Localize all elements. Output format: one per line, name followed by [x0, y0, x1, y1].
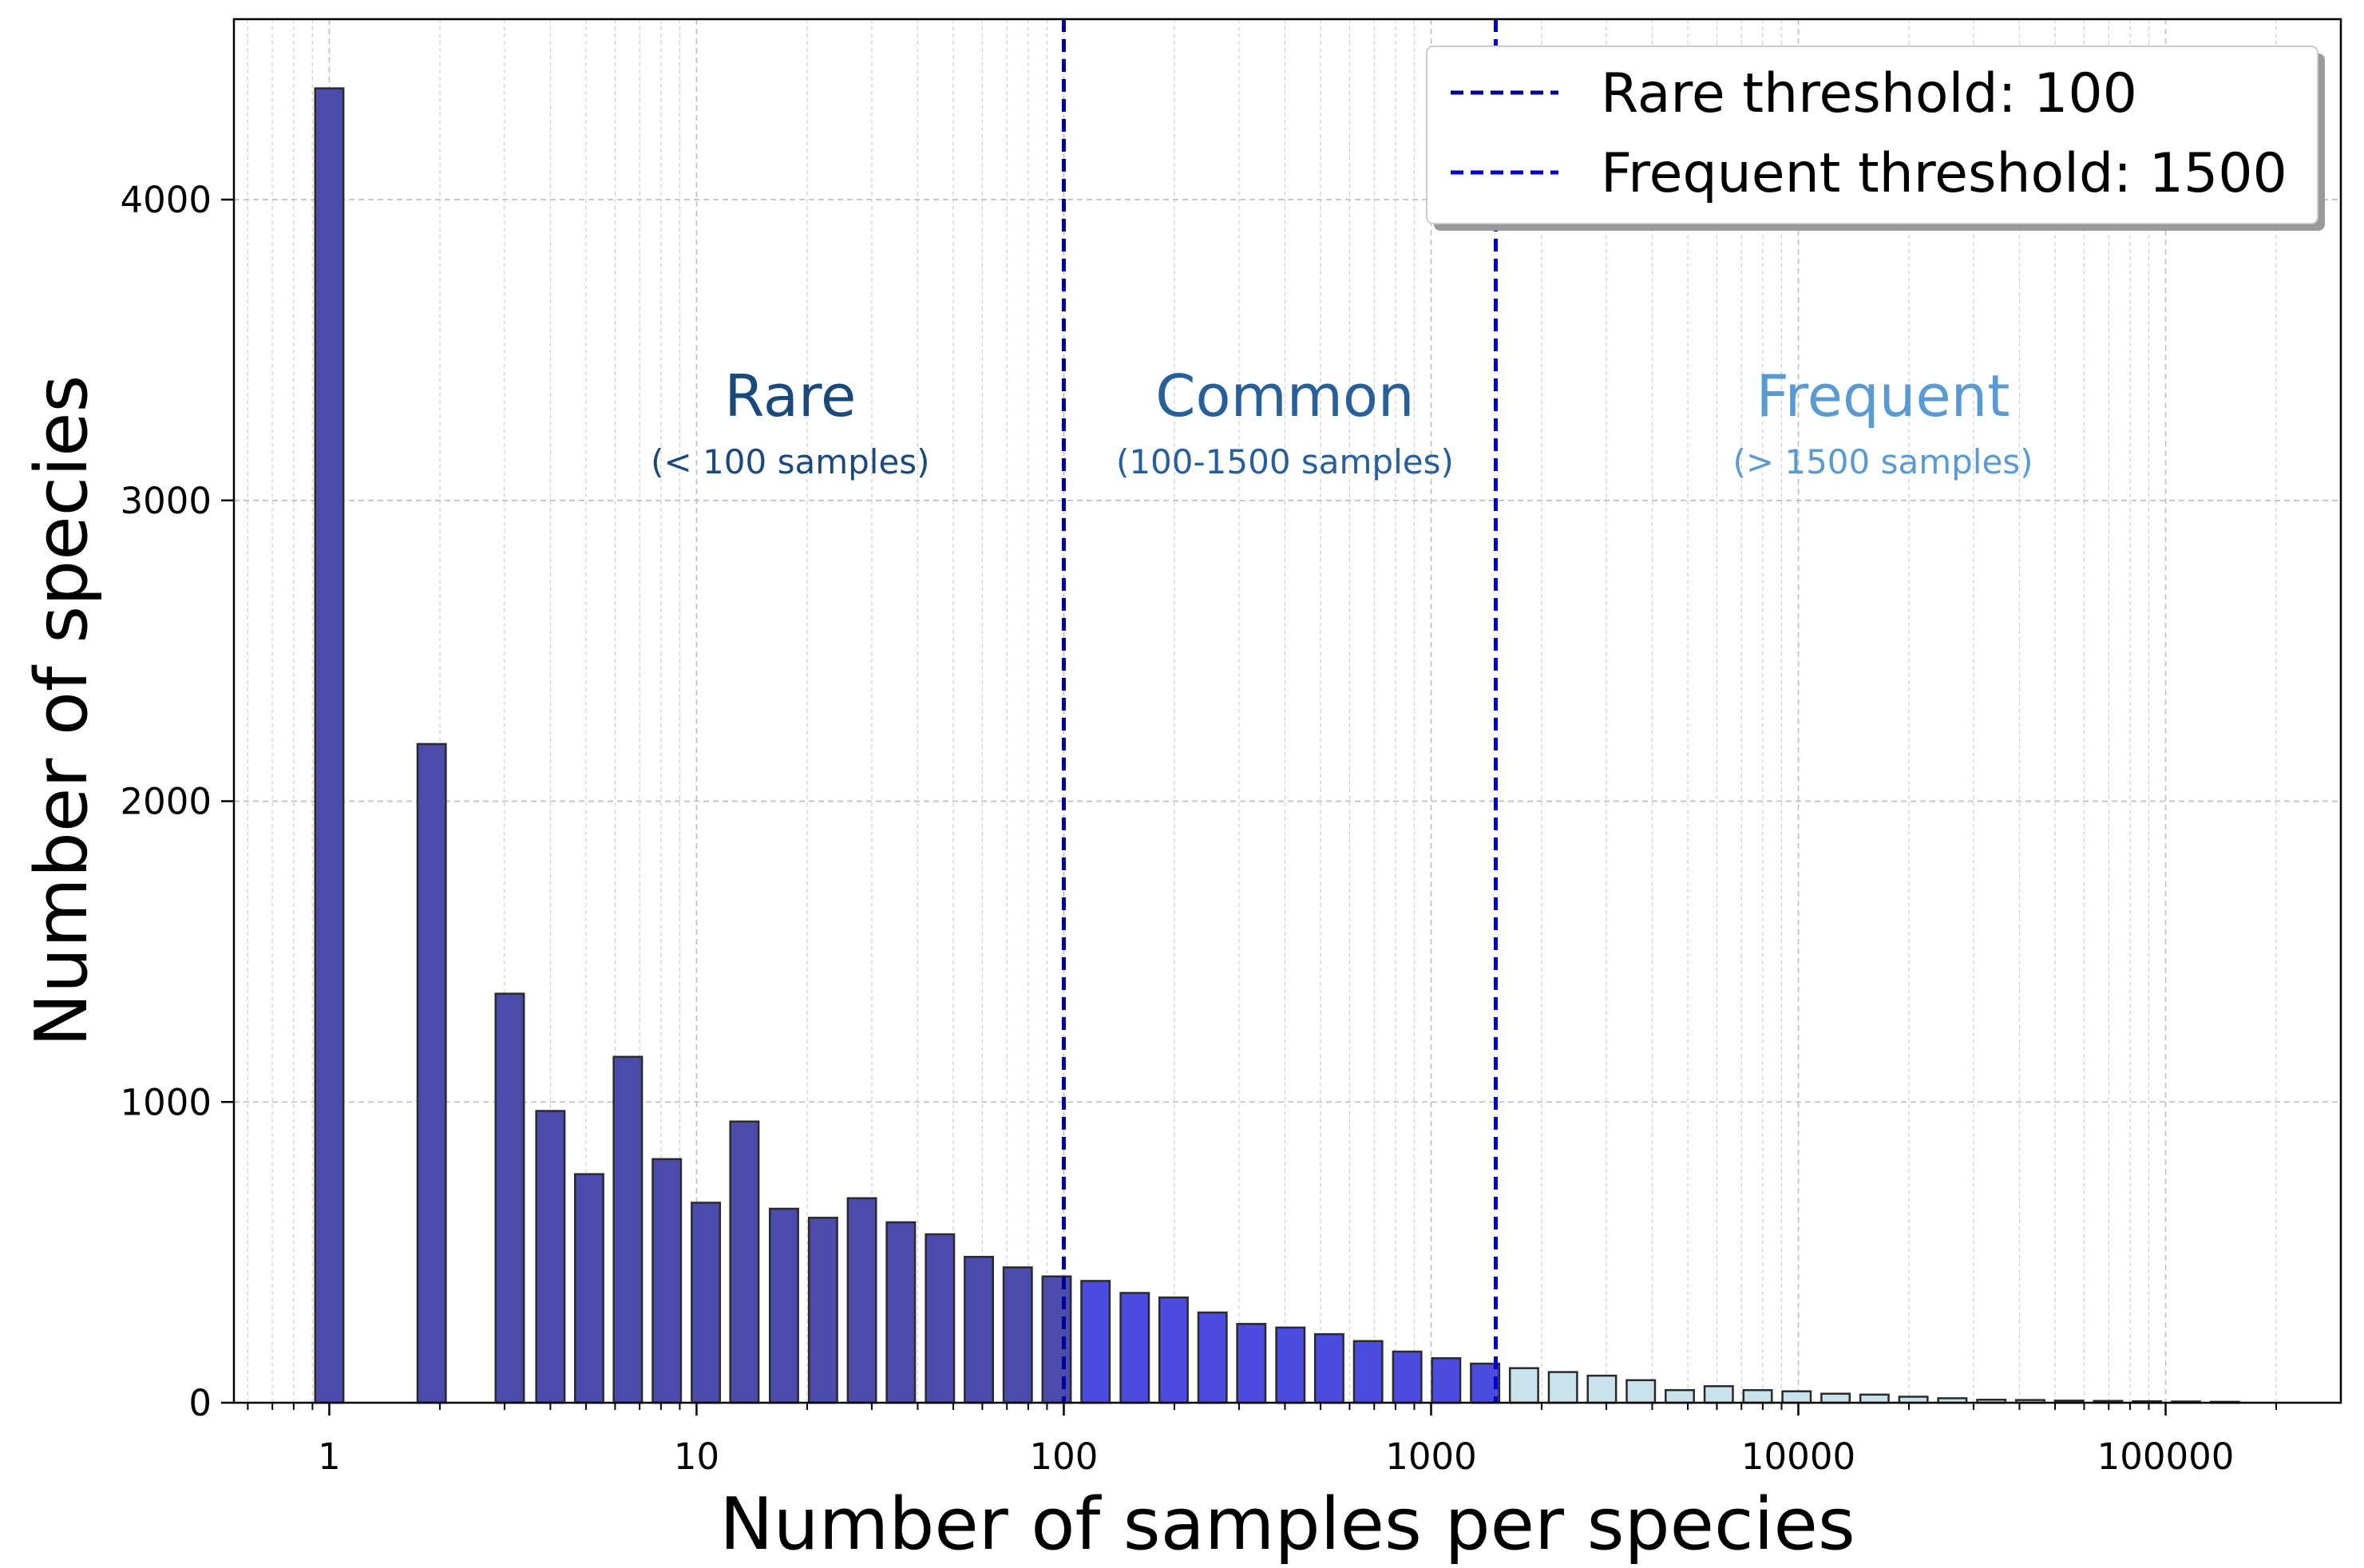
- bar: [1820, 1392, 1851, 1404]
- x-tick-label: 1000: [1385, 1435, 1477, 1478]
- histogram-bars: [314, 87, 2240, 1404]
- region-subtitle: (> 1500 samples): [1732, 442, 2033, 481]
- bar: [1275, 1326, 1306, 1404]
- x-axis-ticks: 1 10 100 1000 10000 100000: [247, 1403, 2277, 1478]
- minor-gridlines: [247, 19, 2277, 1403]
- bar: [1859, 1393, 1890, 1404]
- bar: [1431, 1356, 1462, 1404]
- region-labels: Rare (< 100 samples) Common (100-1500 sampl…: [651, 362, 2033, 481]
- y-tick-label: 3000: [120, 480, 212, 522]
- bar: [314, 87, 345, 1404]
- bar: [1119, 1292, 1150, 1404]
- bar: [612, 1055, 643, 1404]
- region-title: Common: [1155, 362, 1414, 430]
- y-axis-title: Number of species: [20, 375, 104, 1047]
- bar: [1002, 1266, 1033, 1404]
- bar: [1742, 1388, 1773, 1404]
- region-title: Rare: [724, 362, 856, 430]
- x-tick-label: 100: [1030, 1435, 1099, 1478]
- region-title: Frequent: [1756, 362, 2010, 430]
- bar: [1703, 1385, 1734, 1404]
- y-tick-label: 0: [188, 1382, 212, 1424]
- bar: [885, 1221, 917, 1404]
- y-tick-label: 1000: [120, 1081, 212, 1123]
- legend-box: [1426, 46, 2318, 224]
- bar: [535, 1110, 566, 1404]
- bar: [964, 1256, 994, 1404]
- bar: [1236, 1323, 1267, 1404]
- bar: [1586, 1374, 1618, 1404]
- x-tick-label: 1: [318, 1435, 341, 1478]
- bar: [807, 1217, 838, 1404]
- bar: [925, 1233, 956, 1404]
- region-subtitle: (100-1500 samples): [1116, 442, 1454, 481]
- bar: [768, 1207, 799, 1404]
- bar: [1392, 1350, 1423, 1404]
- y-tick-label: 2000: [120, 781, 212, 823]
- bar: [846, 1197, 877, 1404]
- legend-entry: Frequent threshold: 1500: [1601, 142, 2287, 205]
- bar: [1352, 1340, 1384, 1404]
- x-tick-label: 10: [674, 1435, 719, 1478]
- bar: [1781, 1390, 1812, 1404]
- bar: [494, 992, 525, 1404]
- legend-entry: Rare threshold: 100: [1601, 62, 2137, 125]
- region-subtitle: (< 100 samples): [651, 442, 929, 481]
- bar: [691, 1202, 722, 1404]
- bar: [1313, 1332, 1344, 1404]
- bar: [416, 742, 447, 1404]
- bar: [1665, 1388, 1695, 1404]
- legend: Rare threshold: 100 Frequent threshold: 1…: [1426, 46, 2325, 231]
- bar: [651, 1158, 683, 1404]
- y-axis-ticks: 0 1000 2000 3000 4000: [120, 179, 234, 1424]
- bar: [1041, 1275, 1072, 1404]
- bar: [1080, 1280, 1111, 1404]
- bar: [729, 1120, 760, 1404]
- bar: [1508, 1367, 1539, 1404]
- threshold-lines: [1061, 19, 1498, 1403]
- bar: [1197, 1311, 1228, 1404]
- bar: [1625, 1379, 1657, 1404]
- bar: [573, 1173, 604, 1404]
- bar: [1158, 1296, 1189, 1404]
- bar: [1547, 1371, 1578, 1404]
- y-tick-label: 4000: [120, 179, 212, 221]
- x-tick-label: 100000: [2097, 1435, 2235, 1478]
- x-tick-label: 10000: [1741, 1435, 1855, 1478]
- x-axis-title: Number of samples per species: [719, 1483, 1855, 1566]
- plot-frame: [232, 18, 2342, 1404]
